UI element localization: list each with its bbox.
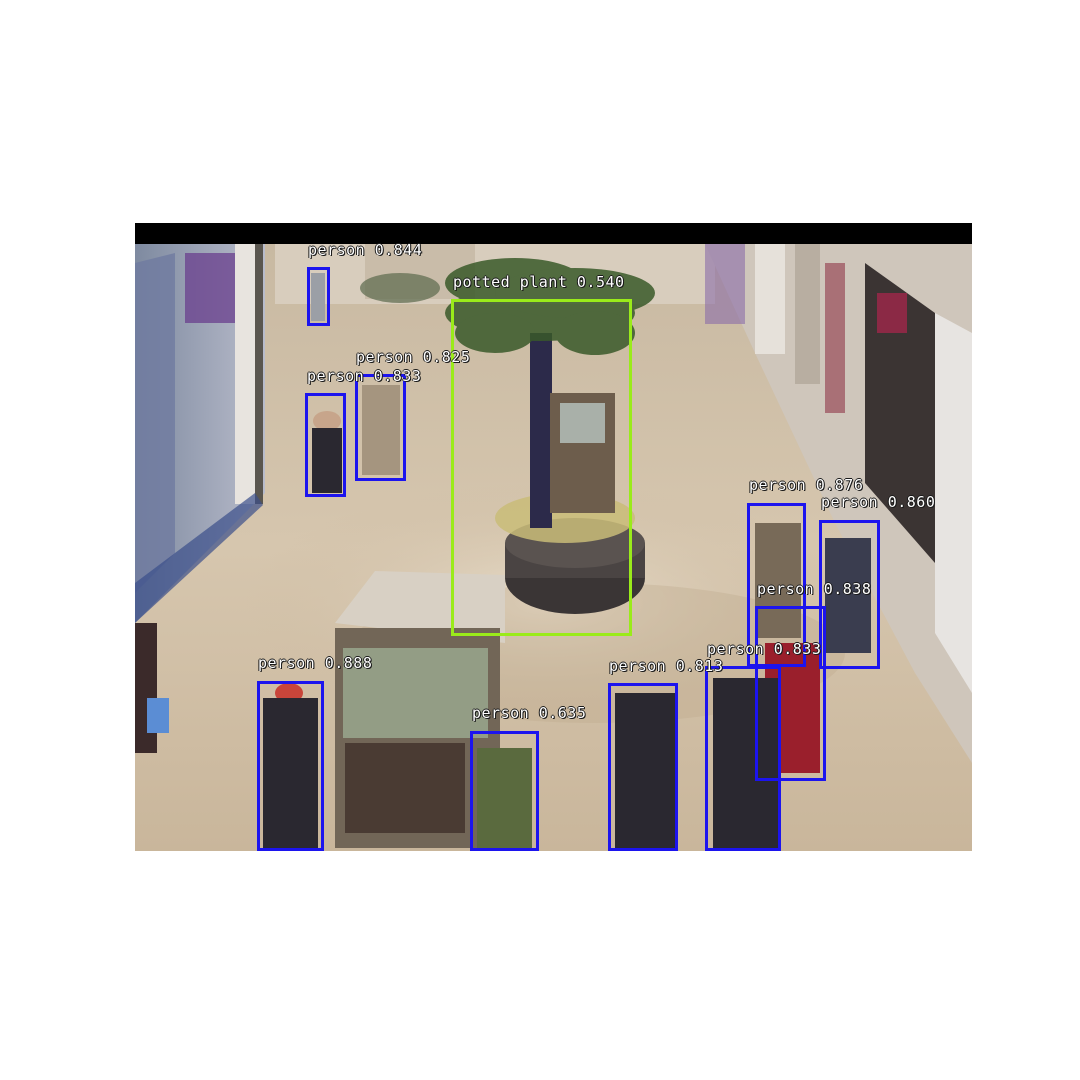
detection-label: person 0.813 bbox=[609, 657, 724, 675]
detection-box-person bbox=[819, 520, 880, 669]
detection-box-person bbox=[257, 681, 324, 851]
mall-scene-photo bbox=[135, 223, 972, 851]
detection-label: person 0.833 bbox=[707, 640, 822, 658]
detection-box-person bbox=[755, 606, 826, 781]
detection-box-person bbox=[608, 683, 678, 851]
detection-box-person bbox=[307, 267, 330, 326]
detection-label: potted plant 0.540 bbox=[453, 273, 625, 291]
camera-frame: person 0.844 potted plant 0.540 person 0… bbox=[135, 223, 972, 851]
detection-label: person 0.860 bbox=[821, 493, 936, 511]
detection-label: person 0.825 bbox=[356, 348, 471, 366]
detection-box-potted-plant bbox=[451, 299, 632, 636]
detection-box-person bbox=[305, 393, 346, 497]
detection-box-person bbox=[747, 503, 806, 667]
detection-box-person bbox=[705, 666, 781, 851]
detection-label: person 0.833 bbox=[307, 367, 422, 385]
detection-box-person bbox=[470, 731, 539, 851]
detection-label: person 0.888 bbox=[258, 654, 373, 672]
detection-label: person 0.635 bbox=[472, 704, 587, 722]
detection-label: person 0.876 bbox=[749, 476, 864, 494]
detection-label: person 0.838 bbox=[757, 580, 872, 598]
detection-label: person 0.844 bbox=[308, 241, 423, 259]
detection-box-person bbox=[355, 374, 406, 481]
